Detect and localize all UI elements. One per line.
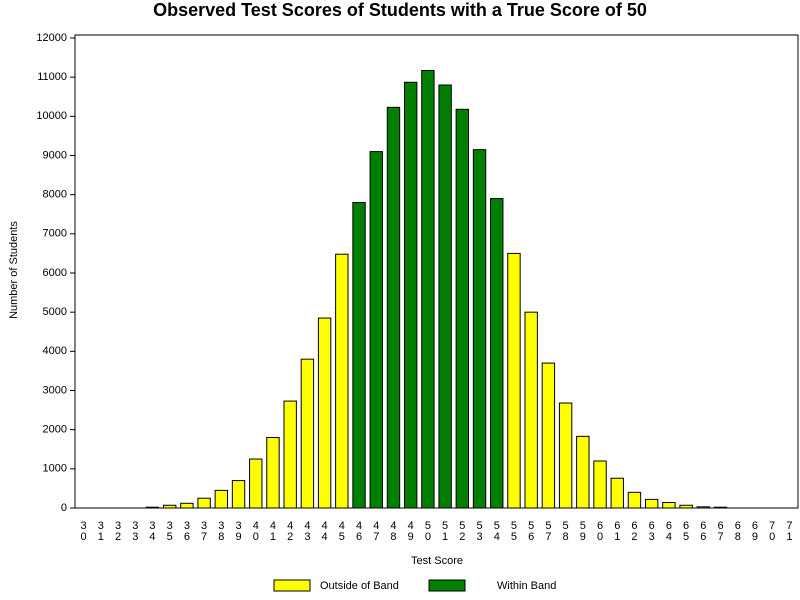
bar [541,362,556,509]
x-tick-label: 36 [181,520,193,542]
bar [283,400,297,509]
bar [266,437,280,509]
bar [300,358,315,509]
x-tick-label: 35 [164,520,176,542]
x-tick-label: 42 [284,520,296,542]
x-tick-label: 60 [594,520,606,542]
bar [593,460,607,509]
y-tick-label: 11000 [37,71,67,83]
x-tick-label: 43 [301,520,313,542]
bar [507,252,521,509]
y-tick-label: 9000 [43,149,67,161]
chart-title: Observed Test Scores of Students with a … [153,0,647,20]
x-tick-label: 31 [95,520,107,542]
bar [558,402,573,509]
bar [576,435,590,509]
x-tick-label: 33 [129,520,141,542]
y-tick-label: 8000 [43,189,67,201]
legend-swatch [273,579,311,592]
bar [421,70,435,509]
bar [696,506,711,509]
bar [162,504,177,509]
y-tick-label: 5000 [43,306,67,318]
y-tick-label: 12000 [36,32,67,44]
bar [369,151,383,509]
x-tick-label: 34 [146,520,158,542]
x-tick-label: 55 [508,520,520,542]
bar [455,108,470,509]
y-tick-label: 10000 [36,110,67,122]
x-tick-label: 64 [663,520,675,542]
x-tick-label: 69 [749,520,761,542]
bar [627,491,642,509]
legend-label: Within Band [497,580,556,592]
x-tick-label: 57 [542,520,554,542]
x-tick-label: 63 [646,520,658,542]
x-tick-label: 62 [628,520,640,542]
y-tick-label: 1000 [43,463,67,475]
y-axis-label: Number of Students [8,221,20,319]
bar [335,253,349,509]
x-tick-label: 66 [697,520,709,542]
y-tick-label: 0 [61,502,67,514]
bar [214,489,229,509]
bar [679,504,693,509]
plot-frame [74,34,799,509]
y-tick-label: 7000 [43,228,67,240]
x-tick-label: 30 [78,520,90,542]
bar [386,106,401,509]
bar [249,458,263,509]
bar [713,506,728,509]
x-tick-label: 52 [456,520,468,542]
x-tick-label: 68 [732,520,744,542]
legend-swatch [428,579,466,592]
x-tick-label: 38 [215,520,227,542]
bar [145,506,160,509]
bar [524,311,538,509]
bar [317,317,332,509]
bar [610,477,624,509]
x-axis-label: Test Score [411,555,463,567]
bar [490,198,504,509]
x-tick-label: 47 [370,520,382,542]
bar [352,202,366,509]
x-tick-label: 59 [577,520,589,542]
y-tick-label: 3000 [43,384,67,396]
legend-label: Outside of Band [320,580,399,592]
x-tick-label: 48 [387,520,399,542]
x-tick-label: 50 [422,520,434,542]
x-tick-label: 51 [439,520,451,542]
bar [644,498,659,509]
x-tick-label: 37 [198,520,210,542]
y-tick-label: 6000 [43,267,67,279]
bar [472,149,487,509]
bar [438,84,452,509]
x-tick-label: 58 [560,520,572,542]
bar [662,502,676,509]
y-tick-label: 2000 [43,424,67,436]
x-tick-label: 67 [715,520,727,542]
y-tick-label: 4000 [43,345,67,357]
x-tick-label: 53 [474,520,486,542]
bar [197,497,211,509]
x-tick-label: 70 [766,520,778,542]
x-tick-label: 71 [783,520,795,542]
x-tick-label: 45 [336,520,348,542]
x-tick-label: 40 [250,520,262,542]
bar [180,502,194,509]
x-tick-label: 44 [319,520,331,542]
bar [403,81,418,509]
x-tick-label: 65 [680,520,692,542]
x-tick-label: 49 [405,520,417,542]
x-tick-label: 32 [112,520,124,542]
x-tick-label: 39 [233,520,245,542]
bar [231,480,246,509]
x-tick-label: 61 [611,520,623,542]
x-tick-label: 41 [267,520,279,542]
x-tick-label: 54 [491,520,503,542]
x-tick-label: 56 [525,520,537,542]
x-tick-label: 46 [353,520,365,542]
